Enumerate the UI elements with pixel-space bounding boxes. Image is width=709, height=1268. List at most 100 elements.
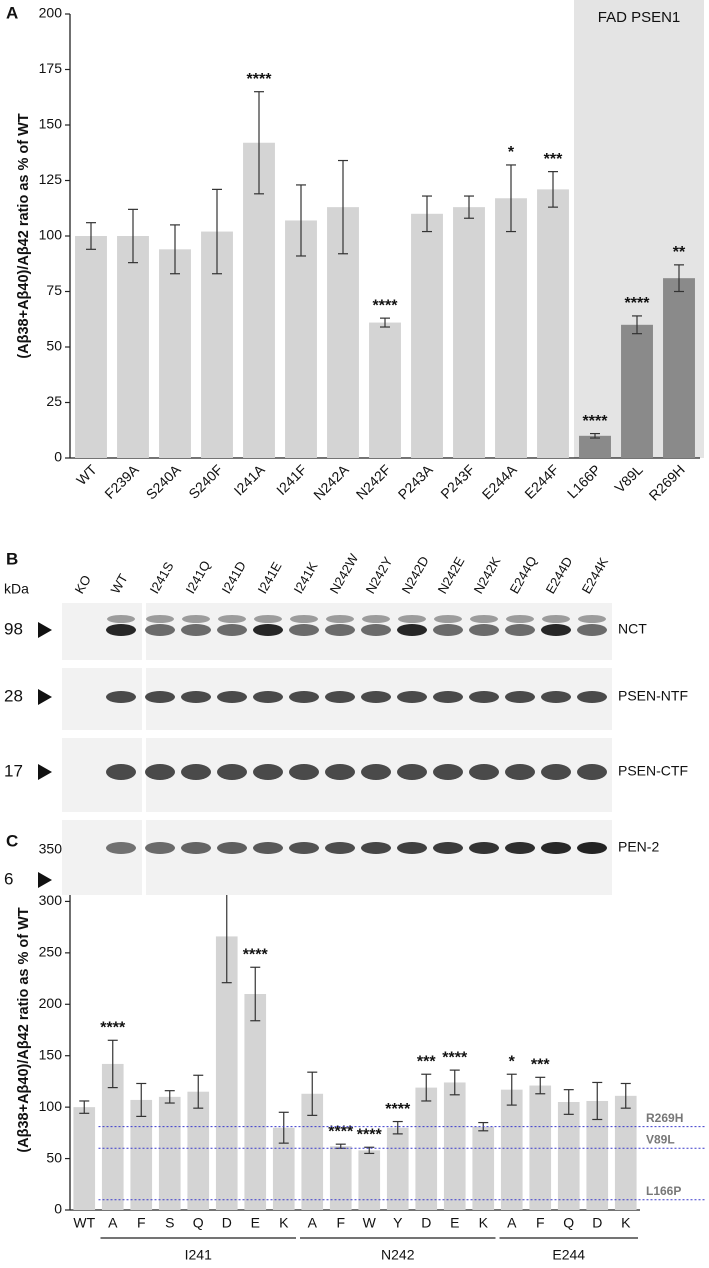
band [181,691,211,703]
x-tick-label: I241A [231,461,269,499]
y-tick-label: 100 [39,227,63,243]
error-bar [422,195,432,233]
x-tick-label: Y [393,1215,403,1231]
band [289,842,319,854]
blot-strip [146,820,612,895]
band [433,691,463,703]
band [325,842,355,854]
x-tick-label: R269H [646,461,688,503]
significance: * [508,144,515,161]
bar [369,322,401,458]
band [505,691,535,703]
band [253,842,283,854]
significance: **** [247,71,273,88]
lane-label: N242D [399,554,432,597]
error-bar [164,1090,175,1104]
highlight-label: FAD PSEN1 [598,9,681,26]
x-tick-label: F [137,1215,146,1231]
y-tick-label: 50 [46,1149,62,1165]
band [541,764,571,780]
band [577,842,607,854]
reference-label: V89L [646,1132,675,1146]
x-tick-label: A [308,1215,318,1231]
panel-label: B [6,549,18,568]
error-bar [212,188,222,275]
y-tick-label: 75 [46,282,62,298]
error-bar [79,1100,90,1114]
lane-label: I241S [147,559,177,596]
bar [329,1146,352,1210]
error-bar [590,432,600,439]
bar [537,189,569,458]
band [145,624,175,636]
band [107,615,135,623]
band [361,842,391,854]
marker-arrow [38,622,52,638]
bar [158,1096,181,1210]
band [433,764,463,780]
x-tick-label: S240A [143,461,185,503]
lane-label: N242K [471,554,504,596]
group-label: E244 [552,1247,585,1263]
error-bar [464,195,474,219]
x-tick-label: P243A [395,461,437,503]
x-tick-label: E244F [521,461,561,501]
x-tick-label: V89L [611,461,646,496]
bar [215,936,238,1210]
bar [557,1102,580,1210]
significance: * [509,1053,516,1070]
group-label: N242 [381,1247,415,1263]
protein-label: PSEN-CTF [618,763,688,779]
blot-strip [62,820,142,895]
significance: *** [544,151,563,168]
y-tick-label: 150 [39,1046,63,1062]
y-tick-label: 50 [46,338,62,354]
y-tick-label: 250 [39,944,63,960]
x-tick-label: Q [193,1215,204,1231]
band [541,691,571,703]
band [325,764,355,780]
significance: **** [328,1123,354,1140]
x-tick-label: K [479,1215,489,1231]
reference-label: R269H [646,1111,683,1125]
bar [272,1127,295,1210]
lane-label: N242E [435,554,468,596]
bar [130,1099,153,1210]
error-bar [128,208,138,264]
y-tick-label: 25 [46,393,62,409]
band [181,624,211,636]
band [469,842,499,854]
x-tick-label: D [222,1215,232,1231]
band [289,624,319,636]
bar [75,236,107,458]
y-tick-label: 200 [39,5,63,21]
error-bar [338,159,348,255]
error-bar [449,1069,460,1096]
panel-label: C [6,831,18,850]
bar [117,236,149,458]
x-tick-label: F [536,1215,545,1231]
reference-label: L166P [646,1184,681,1198]
band [253,624,283,636]
y-tick-label: 350 [39,841,63,857]
bar [586,1100,609,1210]
lane-label: KO [72,572,94,596]
bar [101,1063,124,1210]
band [289,691,319,703]
band [290,615,318,623]
y-tick-label: 175 [39,60,63,76]
significance: **** [243,946,269,963]
bar [621,324,653,458]
y-tick-label: 0 [54,449,62,465]
significance: *** [417,1053,436,1070]
protein-label: PEN-2 [618,839,659,855]
band [469,624,499,636]
y-tick-label: 150 [39,116,63,132]
x-tick-label: Q [563,1215,574,1231]
x-tick-label: E244A [479,461,521,503]
bar [500,1089,523,1210]
error-bar [506,164,516,233]
band [145,691,175,703]
band [361,764,391,780]
band [577,691,607,703]
